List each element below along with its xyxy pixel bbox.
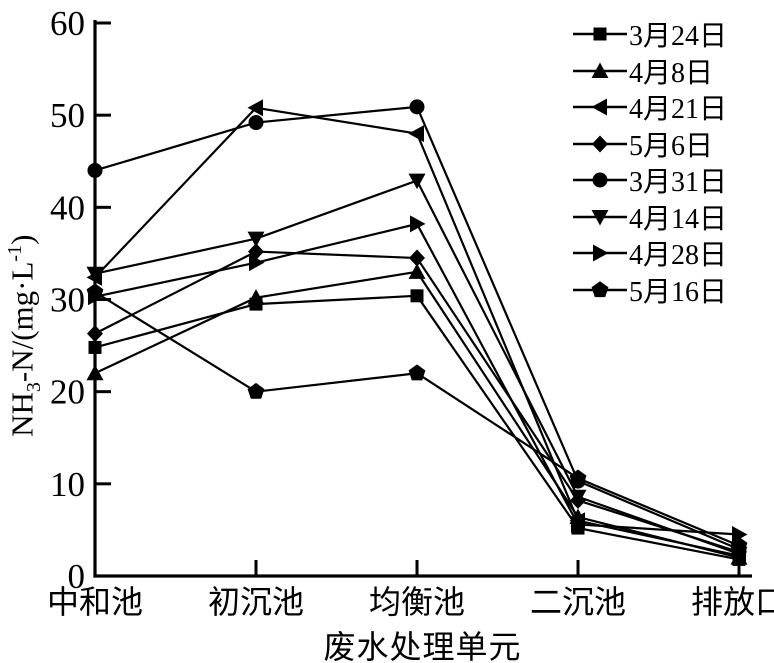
- legend-item-7: 5月16日: [572, 272, 727, 309]
- y-axis-title-text: NH: [4, 392, 40, 437]
- legend-item-0: 3月24日: [572, 16, 727, 53]
- y-tick-label: 0: [68, 557, 86, 596]
- data-point-marker: [409, 249, 425, 267]
- triangle-right-icon: [593, 244, 609, 262]
- legend-item-3: 5月6日: [572, 126, 727, 163]
- legend-label: 4月28日: [629, 240, 728, 272]
- legend-label: 5月6日: [629, 130, 714, 162]
- data-point-marker: [86, 283, 104, 300]
- data-point-marker: [410, 289, 424, 303]
- diamond-icon: [592, 135, 608, 153]
- legend-label: 3月31日: [629, 167, 728, 199]
- series-6: [88, 215, 748, 544]
- legend: 3月24日 4月8日 4月21日 5月6日 3月31日 4月14日 4月28日 5月16日: [572, 16, 727, 308]
- x-tick-label: 初沉池: [208, 584, 304, 620]
- diamond-legend-marker-icon: [573, 135, 627, 153]
- data-point-marker: [409, 99, 425, 115]
- y-tick-label: 10: [50, 465, 85, 504]
- y-tick-label: 60: [50, 4, 85, 43]
- data-point-marker: [248, 115, 264, 131]
- data-point-marker: [571, 515, 587, 533]
- data-point-marker: [408, 364, 426, 381]
- legend-label: 4月21日: [629, 94, 728, 126]
- x-tick-label: 中和池: [47, 584, 143, 620]
- legend-item-5: 4月14日: [572, 199, 727, 236]
- x-tick-label: 排放口: [691, 584, 774, 620]
- y-axis-title-text: -N/(mg·L: [4, 261, 40, 383]
- triangle-down-legend-marker-icon: [573, 209, 627, 226]
- y-tick-label: 20: [50, 373, 85, 412]
- legend-label: 4月14日: [629, 203, 728, 235]
- legend-label: 4月8日: [629, 57, 714, 89]
- data-point-marker: [247, 99, 263, 117]
- triangle-down-icon: [591, 209, 609, 226]
- data-point-marker: [86, 266, 104, 283]
- legend-item-6: 4月28日: [572, 235, 727, 272]
- legend-item-4: 3月31日: [572, 162, 727, 199]
- data-point-marker: [408, 173, 426, 190]
- data-point-marker: [249, 254, 265, 272]
- data-point-marker: [732, 526, 748, 544]
- data-point-marker: [247, 231, 265, 248]
- data-point-marker: [87, 325, 103, 343]
- y-axis-title-subscript: 3: [22, 382, 45, 393]
- data-point-marker: [247, 289, 265, 305]
- x-tick-label: 均衡池: [369, 584, 465, 620]
- data-point-marker: [730, 536, 748, 553]
- circle-legend-marker-icon: [573, 172, 627, 188]
- y-tick-label: 50: [50, 96, 85, 135]
- y-tick-label: 40: [50, 188, 85, 227]
- y-axis-title-text: ): [4, 234, 40, 245]
- y-tick-label: 30: [50, 281, 85, 320]
- y-axis-title: NH3-N/(mg·L-1): [4, 186, 46, 486]
- data-point-marker: [408, 125, 424, 143]
- pentagon-legend-marker-icon: [573, 280, 627, 297]
- x-axis-title: 废水处理单元: [323, 629, 522, 663]
- series-line-1: [94, 270, 740, 559]
- triangle-left-icon: [591, 98, 607, 116]
- circle-icon: [592, 172, 608, 188]
- triangle-up-legend-marker-icon: [573, 62, 627, 78]
- legend-item-2: 4月21日: [572, 89, 727, 126]
- data-point-marker: [87, 162, 103, 178]
- data-point-marker: [408, 263, 426, 279]
- data-point-marker: [247, 382, 265, 399]
- x-tick-label: 二沉池: [530, 584, 626, 620]
- square-legend-marker-icon: [573, 27, 627, 41]
- data-point-marker: [88, 340, 102, 354]
- series-7: [86, 283, 748, 553]
- square-icon: [593, 27, 607, 41]
- triangle-up-icon: [591, 62, 609, 78]
- data-point-marker: [569, 489, 587, 506]
- y-axis-title-superscript: -1: [4, 244, 27, 262]
- data-point-marker: [569, 469, 587, 486]
- triangle-right-legend-marker-icon: [573, 244, 627, 262]
- legend-label: 3月24日: [629, 21, 728, 53]
- legend-label: 5月16日: [629, 276, 728, 308]
- data-point-marker: [410, 215, 426, 233]
- triangle-left-legend-marker-icon: [573, 98, 627, 116]
- pentagon-icon: [591, 280, 609, 297]
- legend-item-1: 4月8日: [572, 53, 727, 90]
- data-point-marker: [86, 364, 104, 381]
